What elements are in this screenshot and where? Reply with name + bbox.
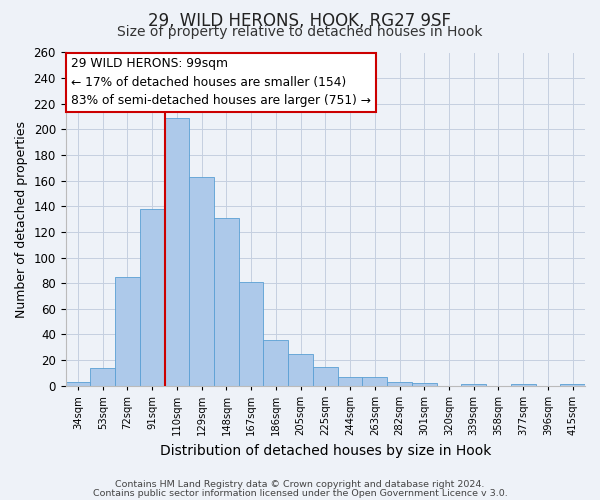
Text: Size of property relative to detached houses in Hook: Size of property relative to detached ho… (117, 25, 483, 39)
Bar (560, 384, 585, 386)
Bar (91, 368, 115, 386)
Bar (362, 377, 387, 386)
Bar (239, 282, 263, 386)
Bar (115, 277, 140, 386)
Text: Contains public sector information licensed under the Open Government Licence v : Contains public sector information licen… (92, 488, 508, 498)
Text: Contains HM Land Registry data © Crown copyright and database right 2024.: Contains HM Land Registry data © Crown c… (115, 480, 485, 489)
Y-axis label: Number of detached properties: Number of detached properties (15, 120, 28, 318)
Bar (387, 382, 412, 386)
Bar (214, 218, 239, 386)
Bar (140, 209, 164, 386)
Text: 29, WILD HERONS, HOOK, RG27 9SF: 29, WILD HERONS, HOOK, RG27 9SF (149, 12, 452, 30)
X-axis label: Distribution of detached houses by size in Hook: Distribution of detached houses by size … (160, 444, 491, 458)
Bar (461, 384, 486, 386)
Bar (190, 177, 214, 386)
Bar (313, 366, 338, 386)
Bar (263, 340, 288, 386)
Bar (511, 384, 536, 386)
Bar (412, 383, 437, 386)
Bar (164, 118, 190, 386)
Bar (65, 382, 91, 386)
Text: 29 WILD HERONS: 99sqm
← 17% of detached houses are smaller (154)
83% of semi-det: 29 WILD HERONS: 99sqm ← 17% of detached … (71, 58, 371, 108)
Bar (338, 377, 362, 386)
Bar (288, 354, 313, 386)
